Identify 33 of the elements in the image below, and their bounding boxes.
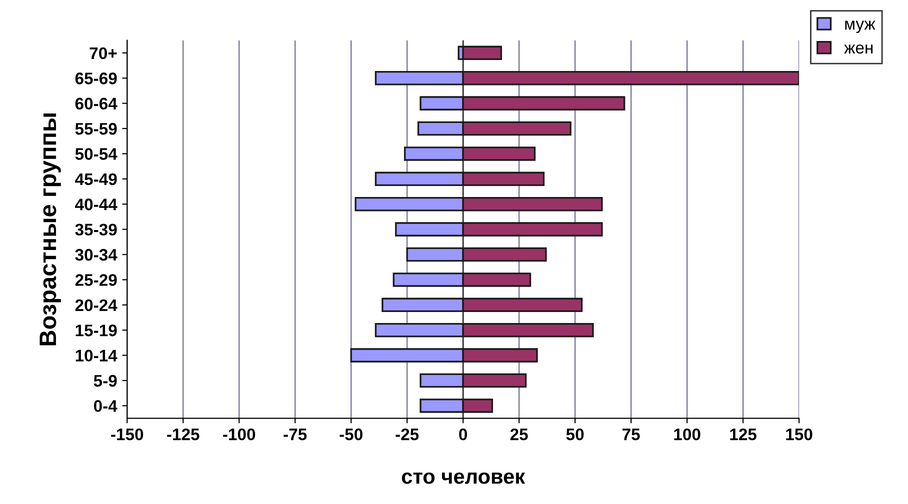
y-tick-label: 65-69 [75,72,117,84]
y-tick-label: 25-29 [75,274,117,286]
y-tick-label: 30-34 [75,248,118,261]
y-tick-label: 40-44 [75,198,118,210]
x-tick-label: -75 [284,428,307,440]
legend-label: муж [845,20,876,34]
y-tick-label: 15-19 [76,324,117,336]
bar [462,46,502,60]
legend-label: жен [844,44,873,54]
y-tick-label: 55-59 [75,122,117,135]
x-axis-title: сто человек [402,472,526,484]
y-tick-label: 45-49 [75,173,117,186]
x-tick-label: 150 [786,428,812,440]
x-tick-label: -25 [396,428,419,440]
y-tick-label: 20-24 [75,299,118,312]
x-tick-label: -125 [167,428,200,440]
y-tick-label: 70+ [90,47,117,60]
x-tick-label: -100 [223,428,256,440]
y-tick-label: 5-9 [94,374,117,387]
x-tick-label: 50 [566,428,584,440]
y-axis-title: Возрастные группы [40,113,61,346]
x-tick-label: 100 [674,428,700,440]
x-tick-label: 0 [459,428,468,440]
y-tick-label: 10-14 [76,350,118,362]
x-tick-label: -50 [340,428,362,440]
x-tick-label: 75 [622,428,640,440]
x-tick-label: -150 [111,428,144,440]
y-tick-label: 50-54 [75,148,118,160]
y-tick-label: 60-64 [75,98,118,110]
y-tick-label: 35-39 [75,224,117,236]
y-tick-label: 0-4 [94,400,118,412]
x-tick-label: 125 [730,428,756,440]
x-tick-label: 25 [510,428,528,440]
